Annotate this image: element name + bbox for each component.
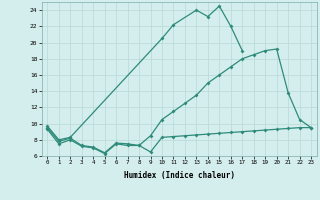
X-axis label: Humidex (Indice chaleur): Humidex (Indice chaleur) <box>124 171 235 180</box>
